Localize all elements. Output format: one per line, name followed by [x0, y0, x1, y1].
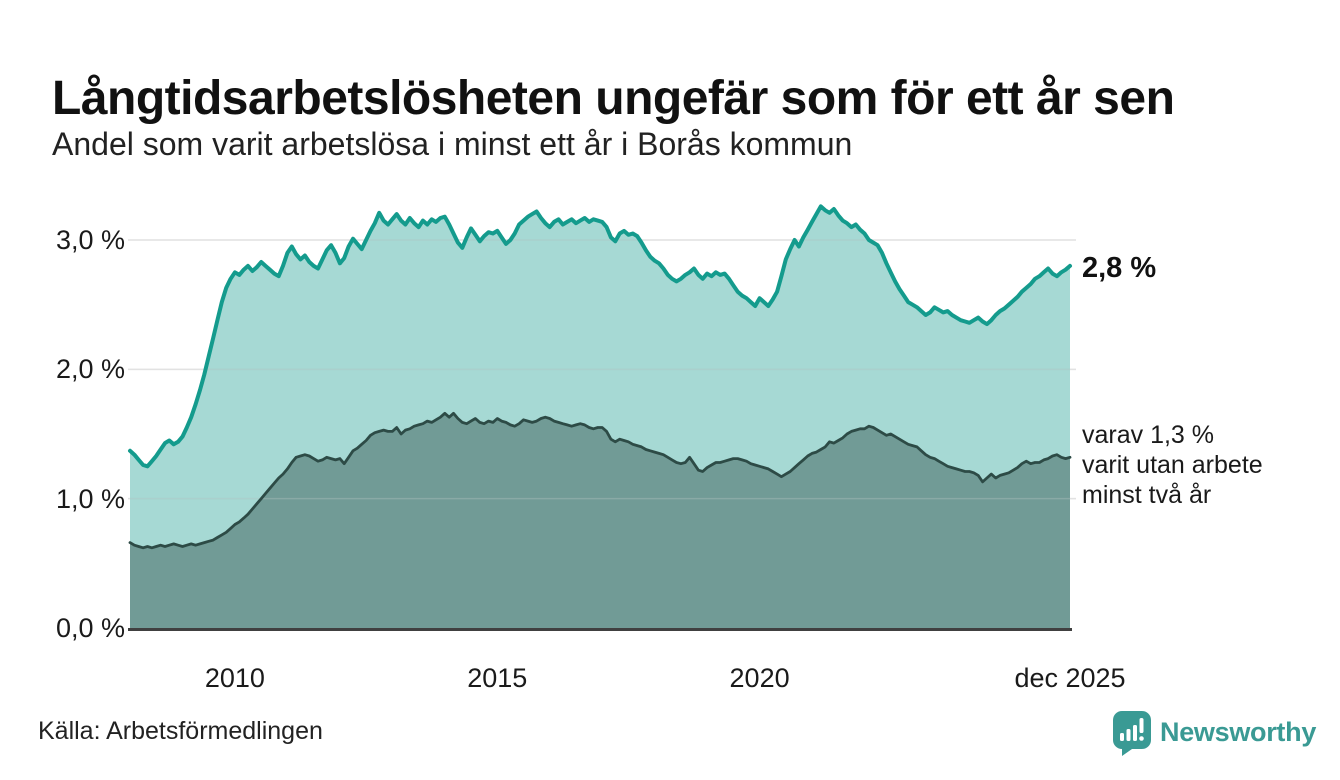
newsworthy-logo[interactable]: Newsworthy: [1112, 710, 1316, 756]
newsworthy-bubble-chart-icon: [1113, 711, 1151, 756]
secondary-series-annotation: varav 1,3 % varit utan arbete minst två …: [1082, 420, 1263, 510]
source-attribution: Källa: Arbetsförmedlingen: [38, 717, 323, 745]
series-area-min-two-years: [130, 413, 1070, 628]
series-area-min-one-year: [130, 206, 1070, 628]
secondary-annotation-line-3: minst två år: [1082, 481, 1212, 509]
newsworthy-wordmark: Newsworthy: [1160, 717, 1317, 747]
secondary-annotation-line-2: varit utan arbete: [1082, 451, 1263, 479]
series-line-min-two-years: [128, 411, 1072, 550]
page-title: Långtidsarbetslösheten ungefär som för e…: [52, 72, 1175, 126]
latest-value-label: 2,8 %: [1082, 252, 1157, 284]
page-subtitle: Andel som varit arbetslösa i minst ett å…: [52, 126, 853, 162]
series-line-min-one-year: [128, 204, 1072, 469]
secondary-annotation-line-1: varav 1,3 %: [1082, 421, 1215, 449]
